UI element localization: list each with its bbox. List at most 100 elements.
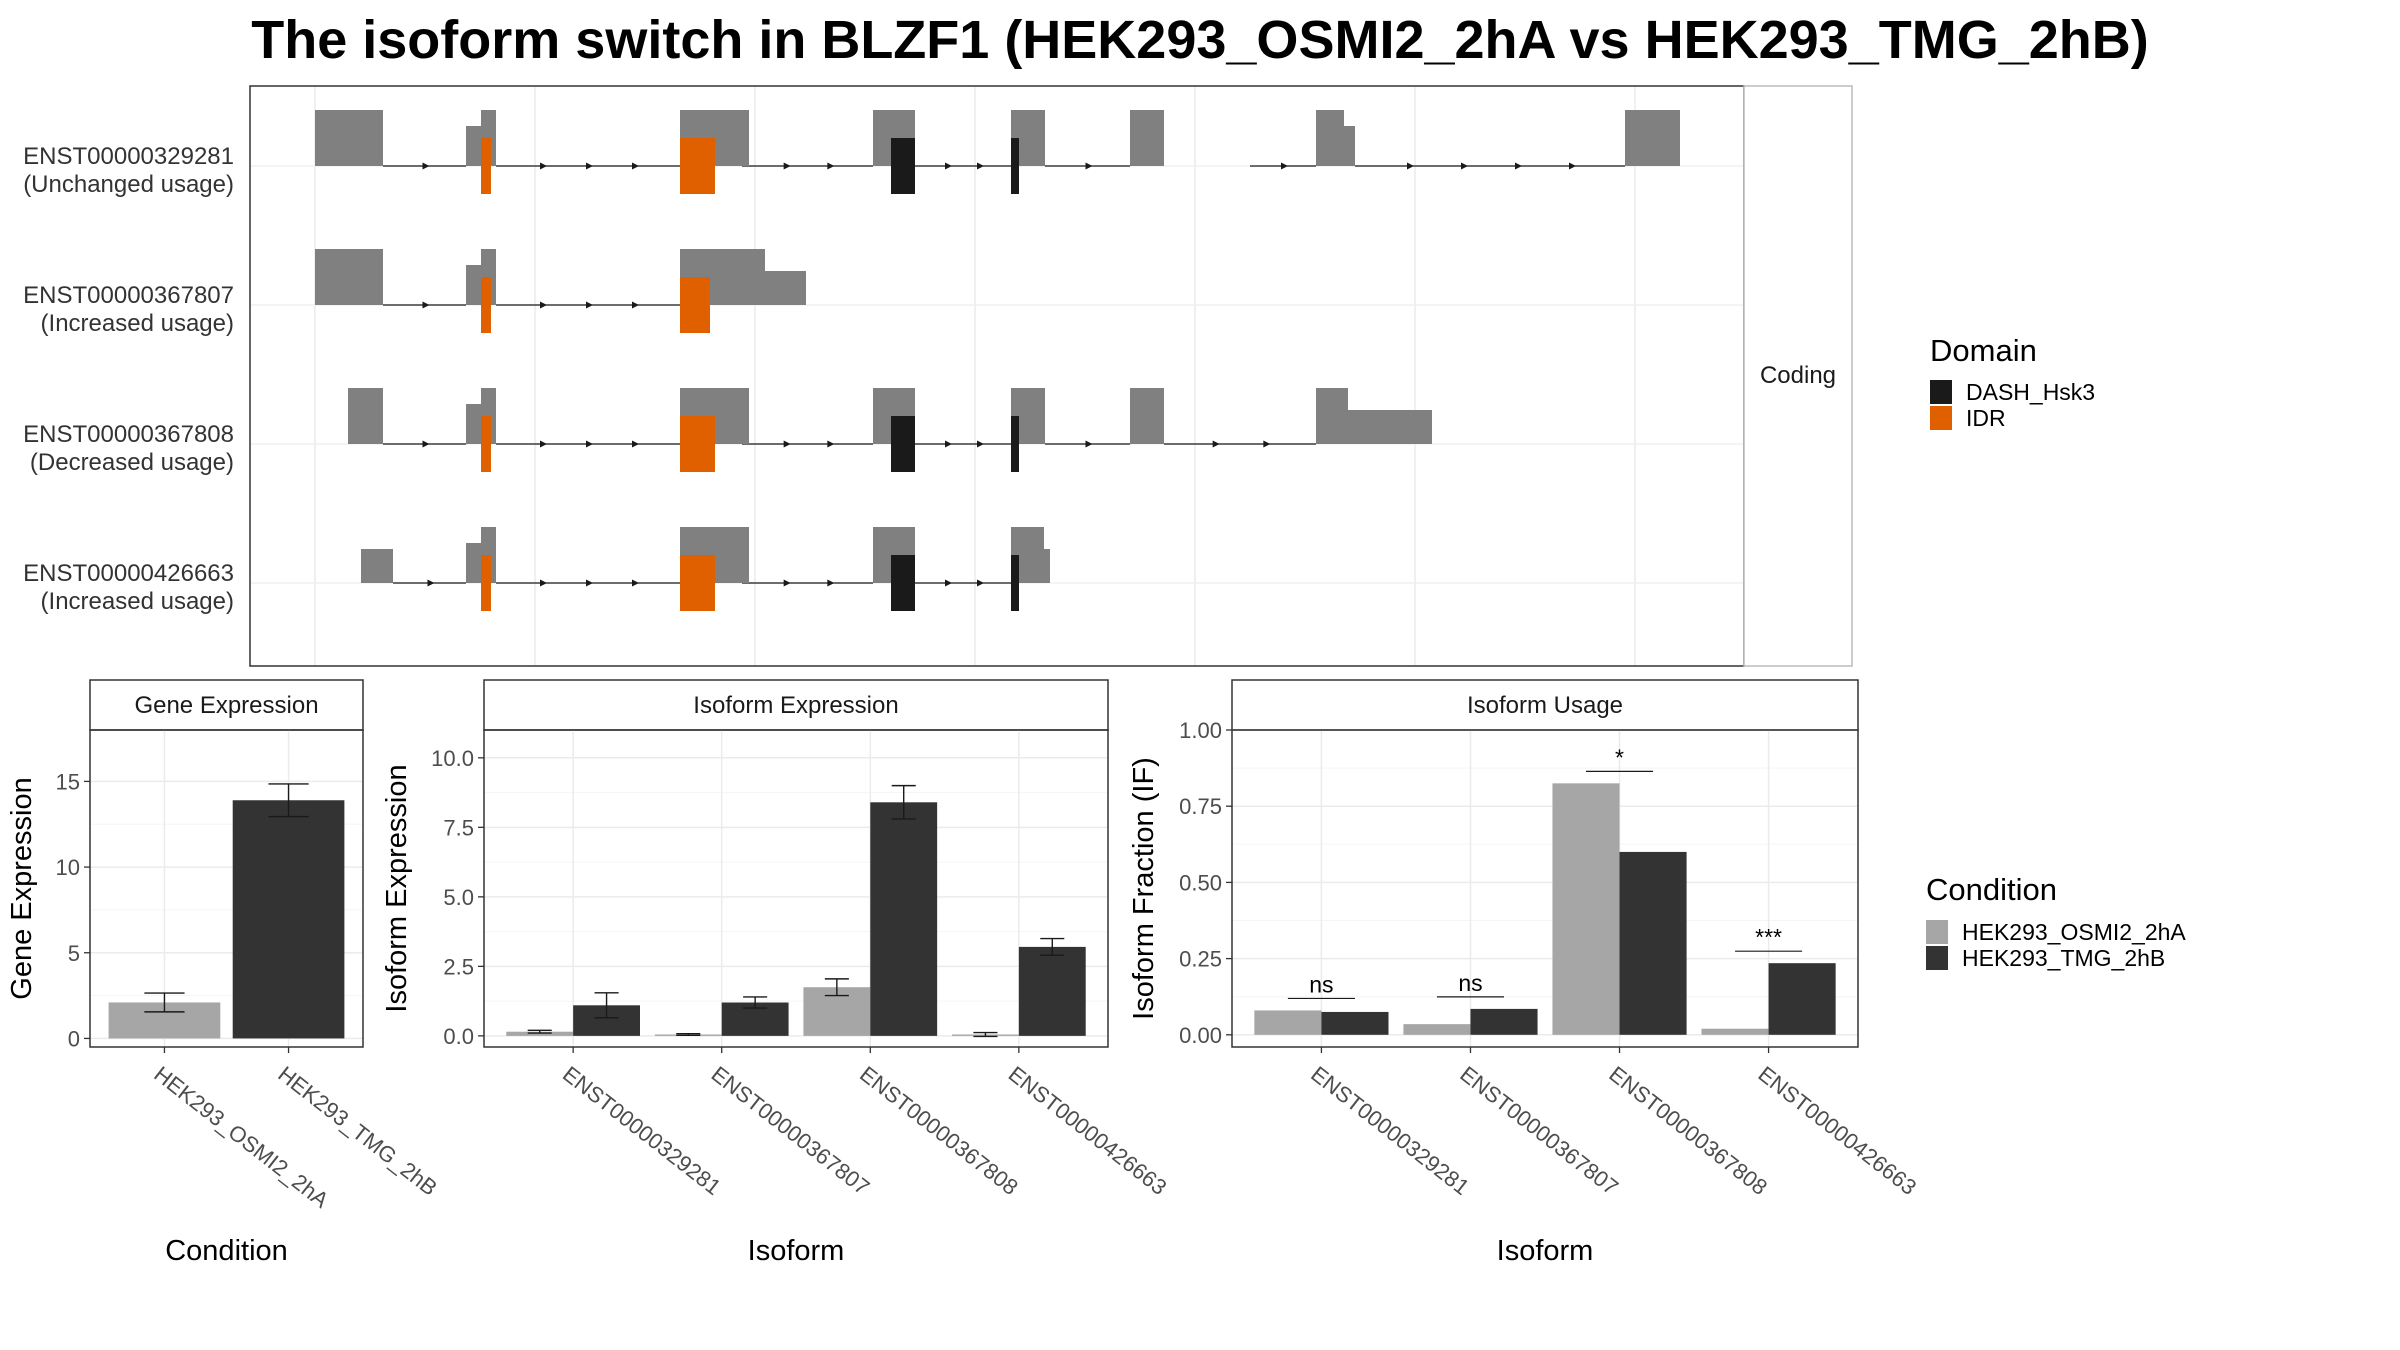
intron-arrow bbox=[540, 579, 547, 587]
intron-arrow bbox=[427, 579, 435, 587]
condition-legend-title: Condition bbox=[1926, 872, 2057, 907]
condition-legend-label-osmi: HEK293_OSMI2_2hA bbox=[1962, 919, 2186, 945]
intron-arrow bbox=[977, 162, 984, 170]
isoform-id-label: ENST00000329281 bbox=[23, 143, 234, 170]
exon-block bbox=[715, 110, 749, 166]
intron-arrow bbox=[586, 579, 593, 587]
x-axis-title: Isoform bbox=[1497, 1235, 1594, 1267]
exon-block bbox=[466, 126, 481, 166]
coding-strip-label: Coding bbox=[1760, 362, 1836, 389]
x-axis-title: Isoform bbox=[748, 1235, 845, 1267]
idr-domain bbox=[481, 416, 491, 472]
error-bar bbox=[144, 992, 185, 1013]
intron-arrow bbox=[422, 440, 430, 448]
exon-block bbox=[873, 388, 891, 444]
intron-arrow bbox=[945, 579, 952, 587]
facet-strip bbox=[1231, 679, 1859, 731]
exon-block bbox=[1316, 110, 1344, 166]
error-bar bbox=[594, 992, 619, 1019]
y-tick-label: 15 bbox=[56, 769, 80, 794]
bar bbox=[1552, 783, 1620, 1035]
exon-block bbox=[1316, 388, 1348, 444]
condition-legend-label-tmg: HEK293_TMG_2hB bbox=[1962, 945, 2165, 971]
condition-legend: Condition HEK293_OSMI2_2hA HEK293_TMG_2h… bbox=[1926, 872, 2186, 971]
x-tick-label: ENST00000367808 bbox=[855, 1061, 1023, 1200]
intron-arrow bbox=[632, 579, 639, 587]
intron-arrow bbox=[422, 162, 430, 170]
intron-arrow bbox=[1263, 440, 1271, 448]
y-tick-label: 10 bbox=[56, 855, 80, 880]
bar bbox=[1321, 1011, 1389, 1035]
x-tick-label: ENST00000367807 bbox=[707, 1061, 875, 1200]
idr-domain bbox=[680, 138, 715, 194]
facet-strip-label: Isoform Expression bbox=[693, 692, 898, 719]
domain-legend-key-dash bbox=[1930, 380, 1952, 404]
intron-arrow bbox=[632, 162, 639, 170]
exon-block bbox=[315, 110, 383, 166]
exon-block bbox=[1019, 110, 1045, 166]
exon-block bbox=[1019, 388, 1045, 444]
exon-block bbox=[1344, 126, 1355, 166]
exon-block bbox=[1130, 388, 1164, 444]
x-tick-label: ENST00000329281 bbox=[558, 1061, 726, 1200]
intron-arrow bbox=[1212, 440, 1220, 448]
intron-arrow bbox=[422, 301, 430, 309]
panel-border bbox=[89, 729, 364, 1048]
intron-arrow bbox=[1085, 440, 1093, 448]
coding-strip bbox=[1743, 85, 1853, 667]
intron-arrow bbox=[783, 162, 791, 170]
bar bbox=[1768, 963, 1836, 1035]
intron-arrow bbox=[783, 579, 791, 587]
isoform-usage-label: (Decreased usage) bbox=[30, 449, 234, 476]
exon-block bbox=[466, 265, 481, 305]
y-tick-label: 0.75 bbox=[1179, 794, 1222, 819]
x-axis-title: Condition bbox=[165, 1235, 288, 1267]
intron-arrow bbox=[945, 440, 952, 448]
exon-block bbox=[1044, 549, 1050, 583]
intron-arrow bbox=[586, 162, 593, 170]
intron-arrow bbox=[1085, 162, 1093, 170]
intron-arrow bbox=[586, 440, 593, 448]
y-tick-label: 2.5 bbox=[443, 954, 474, 979]
isoform-usage-label: (Increased usage) bbox=[41, 310, 234, 337]
error-bar bbox=[973, 1031, 998, 1038]
idr-domain bbox=[680, 555, 715, 611]
significance-label: * bbox=[1615, 744, 1624, 770]
figure-title: The isoform switch in BLZF1 (HEK293_OSMI… bbox=[251, 10, 2148, 70]
exon-block bbox=[873, 110, 891, 166]
error-bar bbox=[676, 1032, 701, 1037]
transcript-structure-panel: ENST00000329281(Unchanged usage) ENST0000… bbox=[23, 85, 1853, 667]
y-axis-title: Gene Expression bbox=[6, 777, 38, 999]
idr-domain bbox=[680, 277, 710, 333]
significance-label: *** bbox=[1755, 924, 1782, 950]
exon-block bbox=[348, 388, 383, 444]
y-tick-label: 0.0 bbox=[443, 1024, 474, 1049]
domain-legend-label-idr: IDR bbox=[1966, 405, 2006, 431]
bar bbox=[870, 802, 938, 1036]
intron-arrow bbox=[827, 440, 835, 448]
facet-strip-label: Gene Expression bbox=[134, 692, 318, 719]
dash-hsk3-domain bbox=[891, 416, 915, 472]
bar bbox=[1018, 946, 1086, 1036]
intron-arrow bbox=[1461, 162, 1468, 170]
intron-arrow bbox=[827, 579, 835, 587]
structure-panel-border bbox=[249, 85, 1745, 667]
y-tick-label: 5.0 bbox=[443, 885, 474, 910]
bar bbox=[1403, 1024, 1471, 1035]
intron-arrow bbox=[632, 301, 639, 309]
error-bar bbox=[268, 783, 309, 818]
x-tick-label: ENST00000426663 bbox=[1753, 1061, 1921, 1200]
dash-hsk3-domain bbox=[1011, 555, 1019, 611]
exon-block bbox=[873, 527, 891, 583]
exon-block bbox=[715, 388, 749, 444]
isoform-usage-label: (Unchanged usage) bbox=[23, 171, 234, 198]
intron-arrow bbox=[1281, 162, 1288, 170]
significance-label: ns bbox=[1458, 970, 1482, 996]
intron-arrow bbox=[1407, 162, 1414, 170]
isoform-id-label: ENST00000426663 bbox=[23, 560, 234, 587]
bar bbox=[232, 800, 345, 1039]
exon-block bbox=[765, 271, 806, 305]
y-tick-label: 0.25 bbox=[1179, 947, 1222, 972]
x-tick-label: ENST00000329281 bbox=[1306, 1061, 1474, 1200]
